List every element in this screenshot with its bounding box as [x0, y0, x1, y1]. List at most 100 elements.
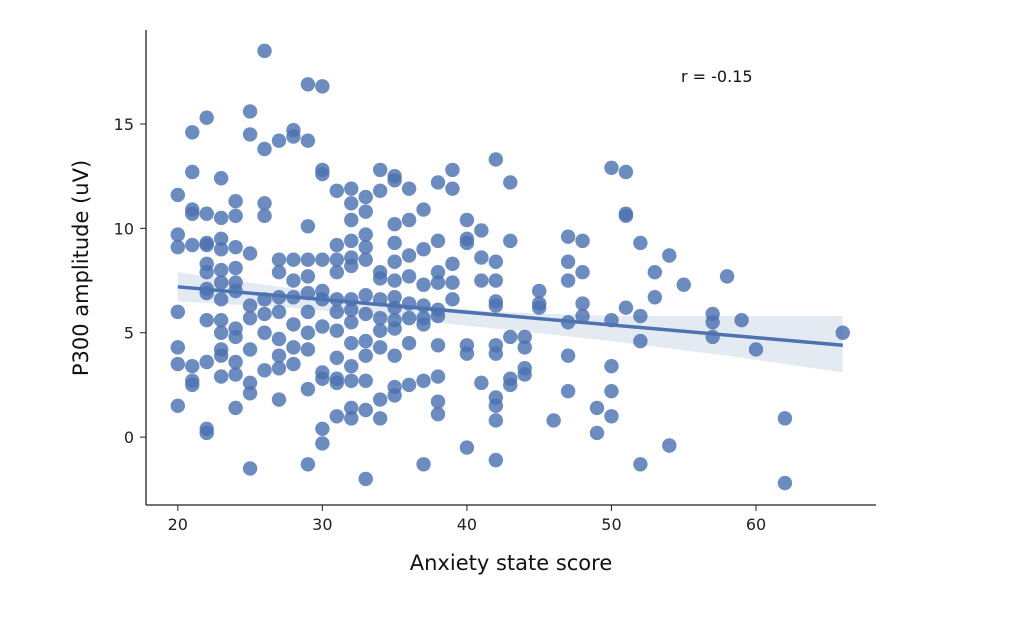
data-point	[228, 367, 243, 382]
data-point	[300, 219, 316, 234]
data-point	[257, 196, 272, 211]
correlation-annotation: r = -0.15	[681, 67, 753, 86]
data-point	[575, 264, 590, 280]
y-axis-label: P300 amplitude (uV)	[69, 160, 93, 376]
data-point	[416, 457, 431, 472]
data-point	[329, 237, 345, 253]
data-point	[170, 340, 186, 355]
data-point	[430, 369, 446, 384]
data-point	[416, 317, 431, 332]
data-point	[560, 254, 576, 269]
data-point	[647, 290, 663, 305]
data-point	[647, 264, 663, 280]
y-tick-label: 5	[124, 324, 134, 343]
data-point	[329, 304, 345, 320]
data-point	[170, 304, 186, 320]
data-point	[777, 411, 793, 426]
data-point	[416, 242, 431, 257]
data-point	[358, 402, 373, 418]
data-point	[344, 196, 359, 211]
data-point	[170, 356, 186, 372]
data-point	[358, 348, 373, 363]
regression-line	[177, 285, 843, 348]
data-point	[387, 173, 402, 188]
data-point	[662, 438, 677, 453]
data-point	[633, 308, 648, 324]
data-point	[271, 348, 287, 363]
data-point	[300, 269, 316, 284]
data-point	[734, 313, 749, 328]
data-point	[387, 348, 402, 363]
data-point	[300, 77, 316, 92]
data-point	[185, 377, 200, 393]
data-point	[372, 183, 388, 198]
data-point	[416, 373, 431, 388]
data-point	[329, 375, 345, 391]
data-point	[517, 329, 532, 345]
data-point	[358, 204, 373, 219]
data-point	[286, 129, 301, 144]
data-point	[286, 252, 301, 267]
x-tick-label: 20	[168, 515, 188, 534]
data-point	[228, 260, 243, 276]
data-point	[242, 386, 258, 401]
data-point	[459, 440, 475, 455]
data-point	[228, 194, 243, 209]
data-point	[185, 164, 200, 180]
data-point	[387, 254, 402, 269]
data-point	[300, 304, 316, 320]
data-point	[185, 237, 200, 253]
data-point	[271, 264, 287, 280]
data-point	[257, 363, 272, 378]
data-point	[199, 110, 214, 125]
data-point	[344, 302, 359, 317]
data-point	[242, 375, 258, 391]
data-point	[560, 348, 576, 363]
data-point	[401, 310, 417, 326]
data-point	[604, 409, 619, 424]
data-point	[170, 227, 186, 242]
data-point	[271, 331, 287, 347]
data-point	[257, 306, 272, 322]
data-point	[358, 306, 373, 322]
data-point	[604, 160, 619, 176]
data-point	[633, 235, 648, 251]
data-point	[170, 398, 186, 414]
data-point	[387, 388, 402, 403]
data-point	[286, 273, 301, 288]
data-point	[430, 233, 446, 249]
data-point	[257, 43, 272, 59]
data-point	[358, 252, 373, 267]
data-point	[488, 254, 504, 269]
data-point	[300, 133, 316, 148]
data-point	[662, 248, 677, 263]
data-point	[445, 275, 460, 290]
data-point	[546, 413, 561, 428]
data-point	[633, 457, 648, 472]
data-point	[618, 208, 634, 224]
x-axis-label: Anxiety state score	[410, 551, 613, 575]
data-point	[459, 346, 475, 361]
data-point	[575, 233, 590, 249]
data-point	[430, 394, 446, 409]
data-point	[329, 183, 345, 198]
data-point	[344, 258, 359, 274]
data-point	[777, 475, 793, 491]
data-point	[488, 452, 504, 468]
data-point	[271, 361, 287, 376]
data-point	[589, 400, 605, 416]
data-point	[242, 310, 258, 326]
data-point	[213, 348, 229, 363]
data-point	[344, 411, 359, 426]
data-point	[358, 333, 373, 349]
data-point	[372, 271, 388, 286]
data-point	[387, 321, 402, 336]
data-point	[257, 208, 272, 224]
data-point	[213, 231, 229, 246]
data-point	[213, 210, 229, 226]
data-point	[315, 252, 330, 267]
confidence-band	[177, 272, 843, 373]
data-point	[344, 233, 359, 249]
data-point	[300, 381, 316, 397]
y-tick-label: 10	[114, 219, 134, 238]
